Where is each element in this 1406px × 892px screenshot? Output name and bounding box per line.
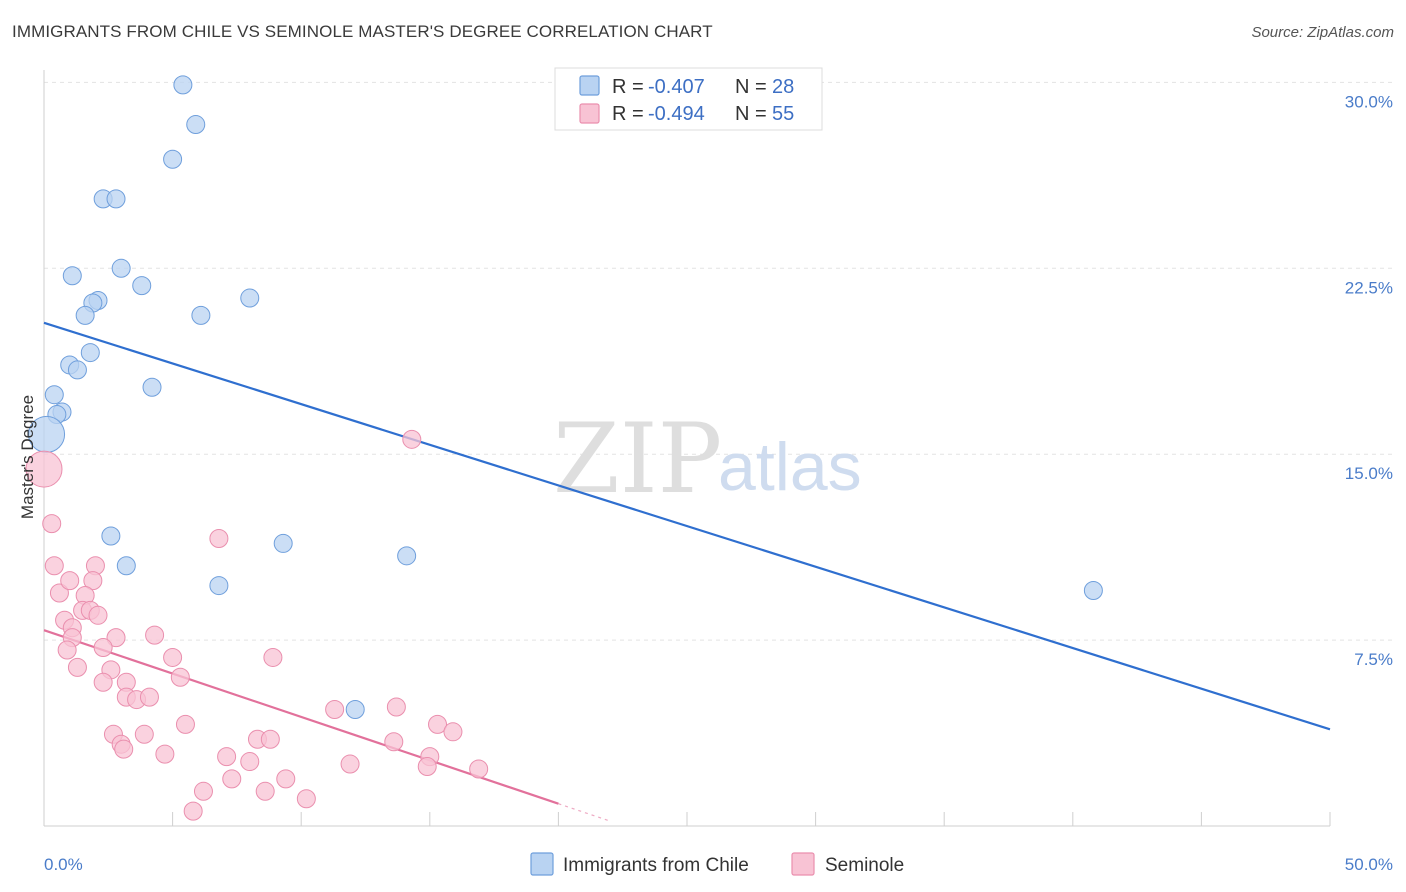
- point-seminole: [145, 625, 165, 645]
- point-chile: [186, 115, 206, 135]
- point-seminole: [217, 747, 237, 767]
- point-seminole: [88, 605, 108, 625]
- point-seminole: [428, 714, 448, 734]
- point-seminole: [134, 724, 154, 744]
- point-seminole: [42, 514, 62, 534]
- legend-r-label-seminole: R =: [612, 103, 644, 125]
- point-seminole: [163, 647, 183, 667]
- point-chile: [163, 149, 183, 169]
- point-seminole: [340, 754, 360, 774]
- y-tick-label: 15.0%: [1345, 464, 1393, 483]
- series-legend: Immigrants from Chile Seminole: [530, 852, 904, 876]
- watermark: ZIP atlas: [553, 403, 862, 515]
- point-seminole: [114, 739, 134, 759]
- point-seminole: [276, 769, 296, 789]
- point-chile: [132, 276, 152, 296]
- point-seminole: [155, 744, 175, 764]
- point-chile: [1083, 581, 1103, 601]
- point-chile: [191, 305, 211, 325]
- series-legend-swatch-seminole: [791, 852, 815, 876]
- point-seminole: [193, 781, 213, 801]
- legend-n-label-seminole: N =: [735, 103, 767, 125]
- point-chile: [111, 258, 131, 278]
- point-seminole: [209, 528, 229, 548]
- point-seminole: [57, 640, 77, 660]
- point-seminole: [44, 556, 64, 576]
- point-chile: [397, 546, 417, 566]
- x-tick-label-max: 50.0%: [1345, 855, 1393, 874]
- point-seminole: [386, 697, 406, 717]
- watermark-atlas: atlas: [718, 429, 862, 505]
- point-seminole: [25, 450, 63, 488]
- point-seminole: [417, 757, 437, 777]
- y-tick-label: 22.5%: [1345, 278, 1393, 297]
- legend-n-value-chile: 28: [772, 76, 794, 98]
- point-seminole: [93, 638, 113, 658]
- source-label: Source: ZipAtlas.com: [1251, 24, 1394, 41]
- point-seminole: [469, 759, 489, 779]
- y-tick-label: 7.5%: [1354, 650, 1393, 669]
- point-seminole: [83, 571, 103, 591]
- trend-extension-seminole: [558, 803, 611, 822]
- point-seminole: [263, 647, 283, 667]
- legend-r-value-chile: -0.407: [648, 76, 705, 98]
- y-axis-label: Master's Degree: [18, 395, 37, 519]
- point-seminole: [384, 732, 404, 752]
- watermark-zip: ZIP: [553, 403, 722, 515]
- point-seminole: [170, 667, 190, 687]
- point-seminole: [402, 429, 422, 449]
- point-chile: [345, 700, 365, 720]
- x-tick-label-min: 0.0%: [44, 855, 83, 874]
- point-seminole: [325, 700, 345, 720]
- point-chile: [240, 288, 260, 308]
- point-seminole: [240, 752, 260, 772]
- data-points: [25, 75, 1103, 821]
- point-seminole: [296, 789, 316, 809]
- legend-n-label-chile: N =: [735, 76, 767, 98]
- point-seminole: [106, 628, 126, 648]
- point-seminole: [139, 687, 159, 707]
- point-seminole: [443, 722, 463, 742]
- point-chile: [44, 385, 64, 405]
- point-chile: [62, 266, 82, 286]
- point-chile: [116, 556, 136, 576]
- series-legend-swatch-chile: [530, 852, 554, 876]
- point-chile: [173, 75, 193, 95]
- point-seminole: [49, 583, 69, 603]
- point-seminole: [255, 781, 275, 801]
- point-seminole: [60, 571, 80, 591]
- point-seminole: [93, 672, 113, 692]
- trend-line-chile: [43, 321, 1331, 731]
- chart-title: IMMIGRANTS FROM CHILE VS SEMINOLE MASTER…: [12, 22, 713, 41]
- legend-swatch-seminole: [579, 103, 600, 124]
- y-tick-label: 30.0%: [1345, 92, 1393, 111]
- point-seminole: [183, 801, 203, 821]
- series-legend-label-seminole: Seminole: [825, 855, 904, 876]
- point-seminole: [222, 769, 242, 789]
- stats-legend: R = -0.407 N = 28 R = -0.494 N = 55: [554, 67, 823, 131]
- point-seminole: [260, 729, 280, 749]
- point-chile: [142, 377, 162, 397]
- point-seminole: [175, 714, 195, 734]
- y-tick-labels: 7.5% 15.0% 22.5% 30.0%: [1345, 92, 1393, 669]
- legend-swatch-chile: [579, 75, 600, 96]
- point-chile: [106, 189, 126, 209]
- legend-n-value-seminole: 55: [772, 103, 794, 125]
- legend-r-value-seminole: -0.494: [648, 103, 705, 125]
- point-chile: [67, 360, 87, 380]
- legend-r-label-chile: R =: [612, 76, 644, 98]
- point-chile: [209, 576, 229, 596]
- trend-lines: [43, 321, 1331, 822]
- point-chile: [101, 526, 121, 546]
- point-chile: [273, 533, 293, 553]
- point-chile: [80, 343, 100, 363]
- grid-lines: [44, 81, 1393, 641]
- point-seminole: [67, 657, 87, 677]
- series-legend-label-chile: Immigrants from Chile: [563, 855, 749, 876]
- point-chile: [75, 305, 95, 325]
